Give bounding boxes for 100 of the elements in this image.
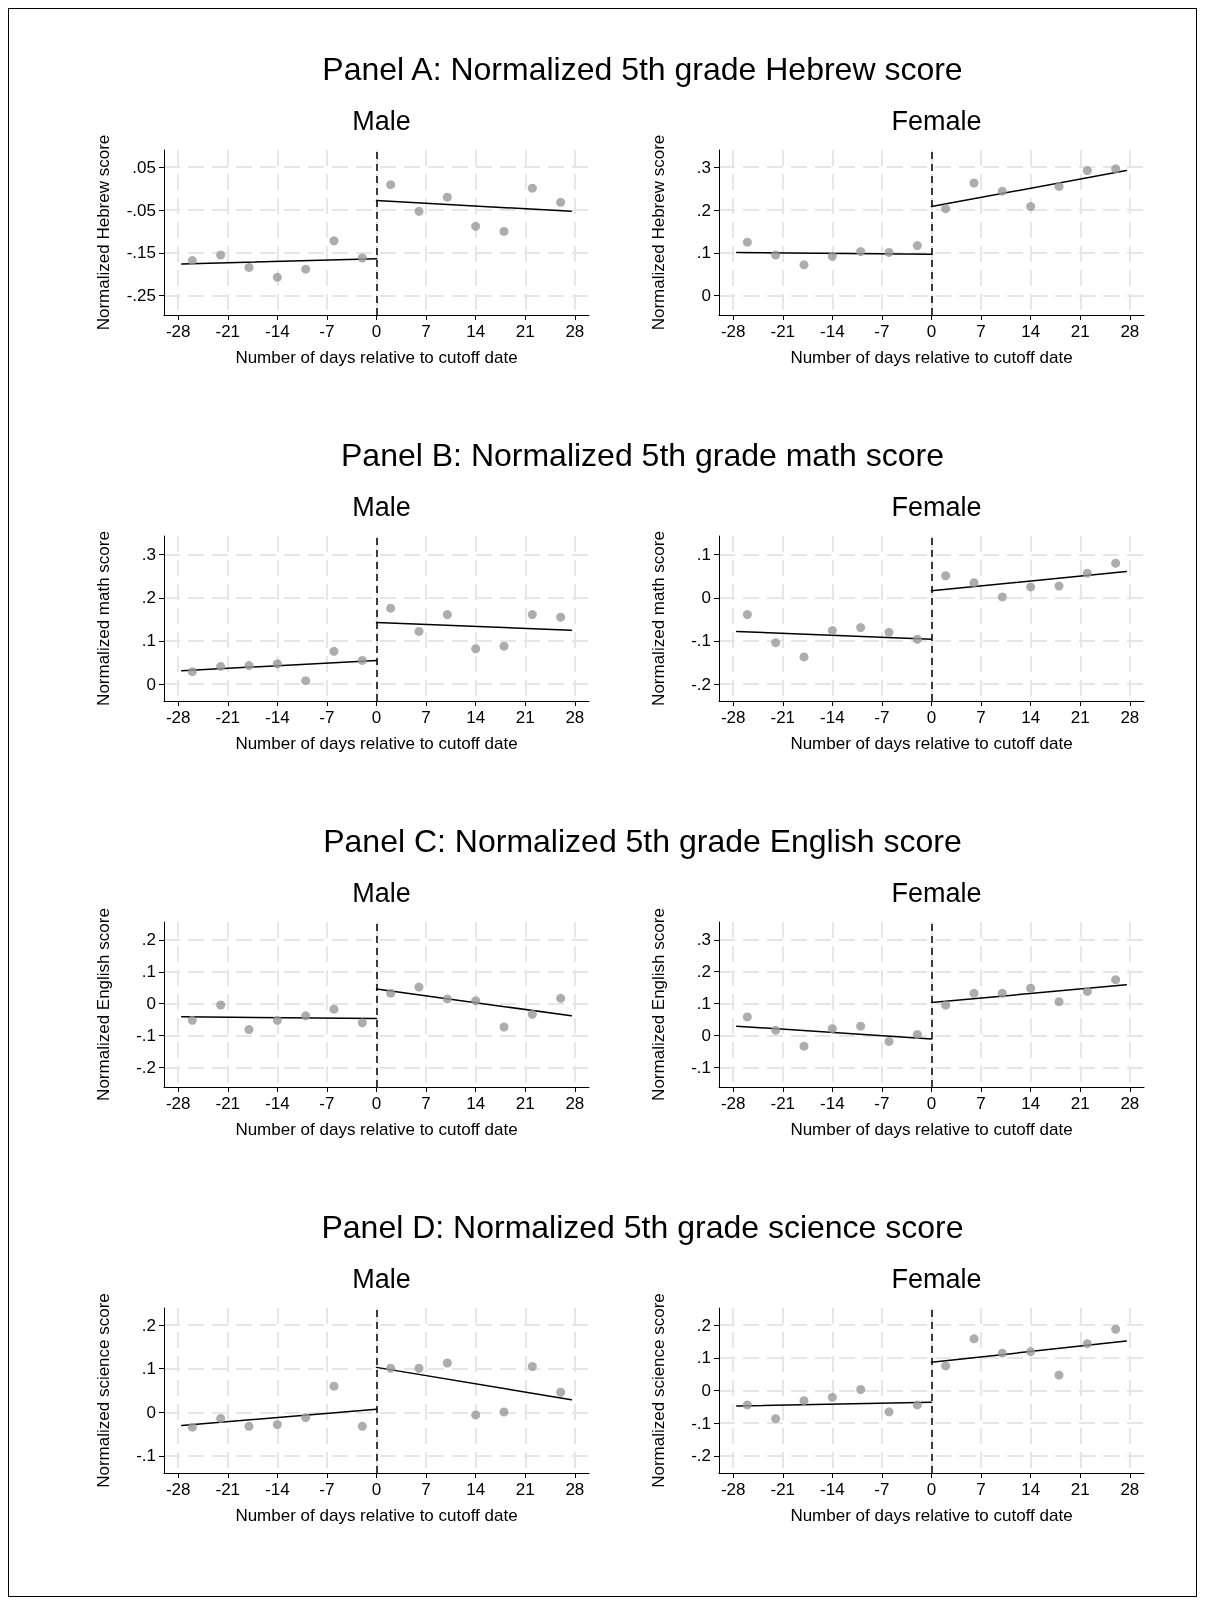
y-tick-label: .3 [696, 930, 711, 950]
point [244, 262, 254, 272]
x-tick-label: -7 [874, 1094, 890, 1113]
point [386, 988, 396, 998]
y-tick-label: -.1 [691, 631, 711, 651]
x-tick-label: -21 [215, 1480, 241, 1499]
point [997, 1348, 1007, 1358]
point [969, 578, 979, 588]
x-axis-title: Number of days relative to cutoff date [235, 1120, 518, 1139]
y-tick-label: 0 [701, 588, 711, 608]
x-tick-label: -14 [820, 1480, 845, 1499]
point [742, 610, 752, 620]
point [329, 646, 339, 656]
point [499, 1407, 509, 1417]
x-tick-label: 28 [565, 322, 585, 341]
x-tick-label: 28 [565, 1094, 585, 1113]
x-tick-label: 14 [466, 322, 486, 341]
point [1026, 983, 1036, 993]
x-tick-label: 0 [371, 1094, 382, 1113]
x-tick-label: -28 [165, 1480, 191, 1499]
point [969, 1334, 979, 1344]
point [357, 1018, 367, 1028]
point [527, 1009, 537, 1019]
point [471, 996, 481, 1006]
x-axis-title: Number of days relative to cutoff date [790, 348, 1073, 367]
x-tick-label: 7 [976, 1094, 986, 1113]
y-tick-label: .1 [696, 545, 711, 565]
y-axis-title: Normalized English score [649, 908, 668, 1101]
point [357, 1421, 367, 1431]
point [1054, 997, 1064, 1007]
x-tick-label: 21 [1070, 1094, 1090, 1113]
x-tick-label: 0 [926, 1480, 937, 1499]
y-tick-label: .05 [132, 157, 156, 177]
point [414, 982, 424, 992]
y-tick-label: .1 [696, 994, 711, 1014]
x-tick-label: 14 [1021, 1480, 1041, 1499]
y-tick-label: -.1 [691, 1057, 711, 1077]
point [216, 1413, 226, 1423]
x-tick-label: 28 [565, 708, 585, 727]
point [556, 612, 566, 622]
point [1082, 166, 1092, 176]
x-tick-label: -7 [319, 322, 335, 341]
y-tick-label: .2 [696, 962, 711, 982]
x-tick-label: 0 [371, 322, 382, 341]
x-tick-label: -14 [820, 322, 845, 341]
point [997, 186, 1007, 196]
y-axis-title: Normalized science score [649, 1293, 668, 1488]
point [742, 237, 752, 247]
x-tick-label: -28 [720, 322, 746, 341]
x-axis-title: Number of days relative to cutoff date [790, 1506, 1073, 1525]
point [556, 1387, 566, 1397]
y-tick-label: 0 [701, 286, 711, 306]
x-tick-label: -28 [165, 708, 191, 727]
point [499, 1022, 509, 1032]
point [827, 626, 837, 636]
y-axis-title: Normalized math score [94, 531, 113, 706]
y-axis-title: Normalized Hebrew score [94, 134, 113, 331]
point [471, 644, 481, 654]
y-axis-title: Normalized Hebrew score [649, 134, 668, 331]
y-tick-label: .2 [696, 200, 711, 220]
point [912, 241, 922, 251]
x-tick-label: -28 [720, 708, 746, 727]
point [414, 206, 424, 216]
point [827, 1392, 837, 1402]
point [244, 1421, 254, 1431]
point [272, 1420, 282, 1430]
x-tick-label: -28 [165, 1094, 191, 1113]
point [272, 272, 282, 282]
point [1082, 568, 1092, 578]
point [244, 1025, 254, 1035]
point [527, 1361, 537, 1371]
y-tick-label: .1 [696, 243, 711, 263]
point [941, 204, 951, 214]
point [884, 247, 894, 257]
y-tick-label: -.05 [126, 200, 156, 220]
x-tick-label: -14 [265, 708, 290, 727]
point [442, 1358, 452, 1368]
point [386, 1363, 396, 1373]
point [1026, 202, 1036, 212]
point [1026, 1347, 1036, 1357]
point [1111, 558, 1121, 568]
point [272, 659, 282, 669]
x-tick-label: 14 [466, 1480, 486, 1499]
x-tick-label: 21 [515, 708, 535, 727]
y-tick-label: 0 [146, 994, 156, 1014]
x-tick-label: 7 [976, 322, 986, 341]
x-tick-label: 14 [466, 1094, 486, 1113]
x-tick-label: 28 [1120, 1094, 1140, 1113]
y-tick-label: -.1 [691, 1413, 711, 1433]
x-tick-label: -28 [720, 1480, 746, 1499]
point [301, 1413, 311, 1423]
x-tick-label: -21 [770, 322, 796, 341]
point [856, 623, 866, 633]
chart-title: Panel A: Normalized 5th grade Hebrew score [321, 51, 964, 88]
x-tick-label: -14 [820, 1094, 845, 1113]
y-tick-label: .2 [141, 588, 156, 608]
y-tick-label: -.2 [691, 674, 711, 694]
point [742, 1400, 752, 1410]
y-tick-label: 0 [146, 1402, 156, 1422]
point [912, 1400, 922, 1410]
